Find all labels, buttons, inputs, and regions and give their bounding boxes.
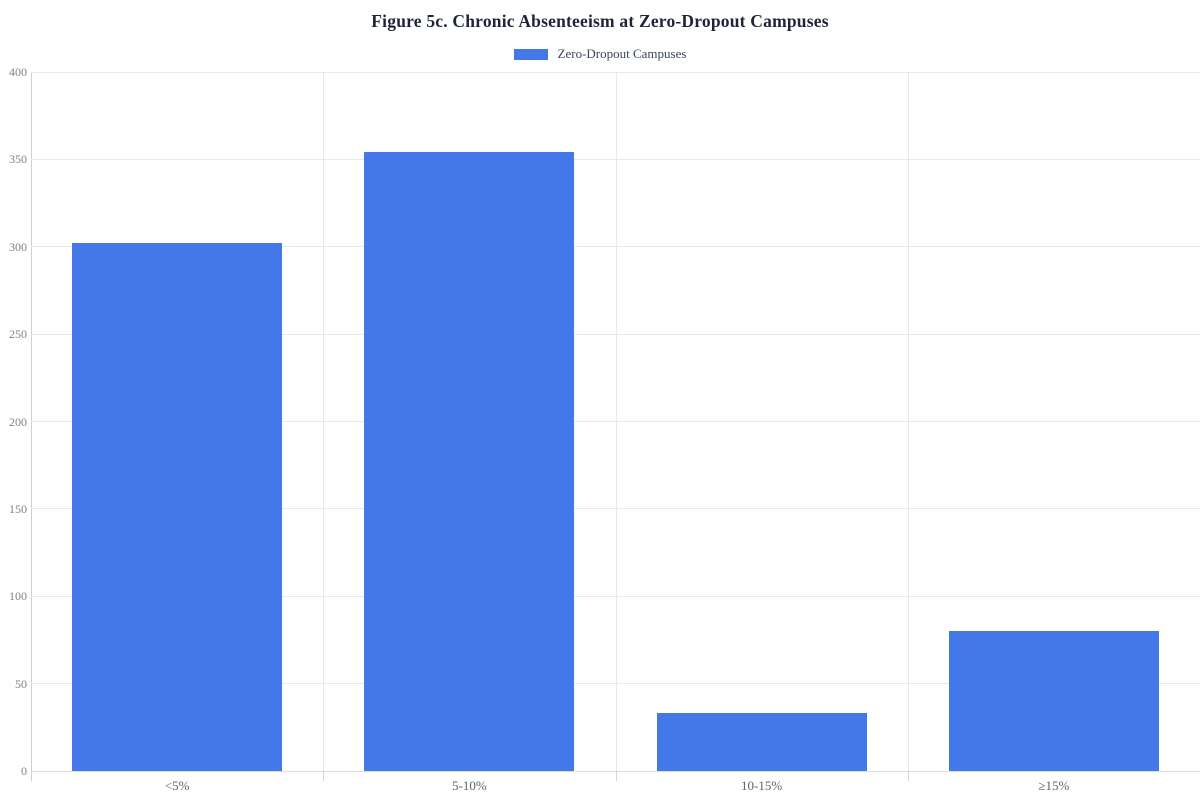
gridline-h (31, 71, 1200, 73)
chart-title: Figure 5c. Chronic Absenteeism at Zero-D… (371, 11, 829, 31)
y-axis-tick-label: 150 (9, 501, 27, 516)
x-axis-label: 5-10% (452, 778, 487, 793)
x-axis-label: ≥15% (1038, 778, 1070, 793)
bar[interactable] (364, 152, 575, 771)
gridline-v (908, 72, 909, 771)
bar[interactable] (948, 631, 1159, 771)
gridline-h (31, 246, 1200, 248)
plot-area (31, 71, 1200, 772)
y-axis-tick-label: 350 (9, 152, 27, 167)
gridline-h (31, 421, 1200, 422)
y-axis-tick-label: 250 (9, 327, 27, 342)
x-axis-tick (908, 771, 909, 781)
gridline-h (31, 595, 1200, 597)
gridline-h (31, 333, 1200, 335)
y-axis-tick-label: 100 (9, 589, 27, 604)
y-axis-tick-label: 300 (9, 239, 27, 254)
y-axis-line (31, 72, 32, 781)
y-axis-tick-label: 400 (9, 65, 27, 79)
gridline-h (31, 508, 1200, 510)
x-axis-tick (323, 771, 324, 781)
gridline-v (616, 72, 617, 771)
x-axis-tick (616, 771, 617, 781)
gridline-h (31, 770, 1200, 772)
legend-swatch-icon (513, 48, 548, 60)
y-axis-tick-label: 0 (21, 764, 27, 778)
gridline-h (31, 158, 1200, 160)
bar[interactable] (72, 243, 283, 771)
gridline-h (31, 683, 1200, 685)
legend-item[interactable]: Zero-Dropout Campuses (513, 46, 687, 62)
legend-label: Zero-Dropout Campuses (557, 46, 687, 61)
x-axis-label: <5% (164, 778, 190, 793)
gridline-v (323, 72, 324, 771)
bar[interactable] (656, 713, 867, 771)
x-axis-label: 10-15% (741, 778, 783, 793)
legend: Zero-Dropout Campuses (0, 46, 1200, 62)
y-axis-tick-label: 200 (9, 414, 27, 429)
y-axis-tick-label: 50 (15, 676, 27, 691)
